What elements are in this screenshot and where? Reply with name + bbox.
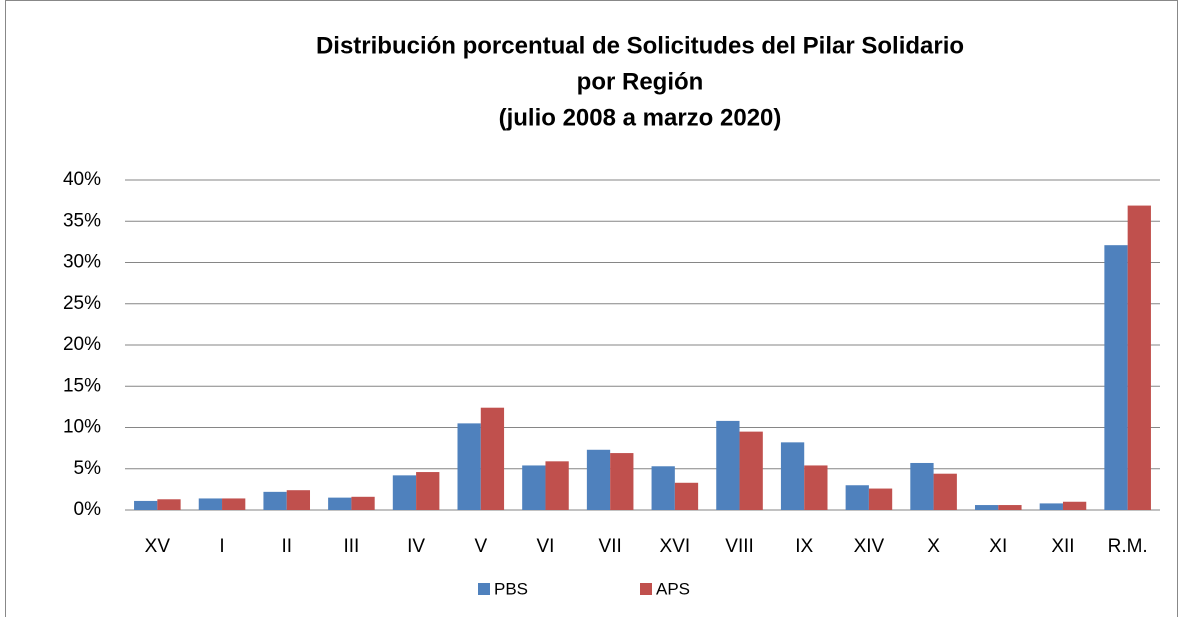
bar xyxy=(457,423,481,510)
bar xyxy=(263,491,287,510)
bar xyxy=(674,482,699,510)
bar xyxy=(1062,501,1087,510)
x-tick-label: VI xyxy=(536,536,554,557)
bar xyxy=(1104,245,1128,511)
x-tick-label: VIII xyxy=(725,536,754,557)
x-tick-label: XV xyxy=(145,536,171,557)
chart-title: (julio 2008 a marzo 2020) xyxy=(499,104,782,131)
bar xyxy=(845,485,869,510)
bar xyxy=(545,461,569,510)
y-tick-label: 30% xyxy=(63,252,101,273)
y-tick-label: 35% xyxy=(63,210,101,231)
bar xyxy=(522,465,546,510)
bar xyxy=(157,499,181,510)
x-tick-label: XIV xyxy=(854,536,885,557)
legend-label: APS xyxy=(656,579,690,598)
bar xyxy=(198,498,223,510)
y-tick-label: 0% xyxy=(74,499,102,520)
bar xyxy=(586,449,611,510)
bar xyxy=(351,496,375,510)
y-tick-label: 25% xyxy=(63,293,101,314)
chart-frame xyxy=(5,0,1178,617)
bar xyxy=(780,442,805,510)
x-tick-label: I xyxy=(219,536,224,557)
y-tick-label: 5% xyxy=(74,458,102,479)
bar xyxy=(1039,503,1063,510)
bar xyxy=(134,500,158,510)
x-tick-label: II xyxy=(281,536,292,557)
x-tick-label: R.M. xyxy=(1108,536,1148,557)
x-tick-label: VII xyxy=(599,536,622,557)
y-tick-label: 15% xyxy=(63,375,101,396)
y-tick-label: 40% xyxy=(63,169,101,190)
bar xyxy=(804,465,828,510)
bar xyxy=(222,498,246,510)
x-tick-label: XII xyxy=(1051,536,1074,557)
bar xyxy=(286,490,311,510)
x-tick-label: X xyxy=(927,536,940,557)
bar xyxy=(1127,205,1151,510)
bar xyxy=(910,462,934,510)
bar xyxy=(716,420,740,510)
x-tick-label: IV xyxy=(407,536,425,557)
bar xyxy=(998,505,1022,510)
bar xyxy=(610,453,634,510)
chart-title: Distribución porcentual de Solicitudes d… xyxy=(316,32,964,59)
x-tick-label: V xyxy=(474,536,487,557)
bar xyxy=(328,497,352,510)
y-tick-label: 20% xyxy=(63,334,101,355)
chart-title: por Región xyxy=(577,68,704,95)
x-tick-label: IX xyxy=(795,536,813,557)
x-tick-label: XI xyxy=(989,536,1007,557)
bar xyxy=(933,473,957,510)
bar xyxy=(868,488,893,510)
bar xyxy=(416,472,440,510)
bar xyxy=(974,505,999,510)
legend-swatch xyxy=(478,583,490,595)
x-tick-label: XVI xyxy=(660,536,691,557)
bar xyxy=(739,431,763,510)
bar xyxy=(480,407,505,510)
bar xyxy=(651,466,675,510)
y-tick-label: 10% xyxy=(63,417,101,438)
x-tick-label: III xyxy=(343,536,359,557)
bar xyxy=(392,475,417,510)
legend-label: PBS xyxy=(494,579,528,598)
legend-swatch xyxy=(640,583,652,595)
